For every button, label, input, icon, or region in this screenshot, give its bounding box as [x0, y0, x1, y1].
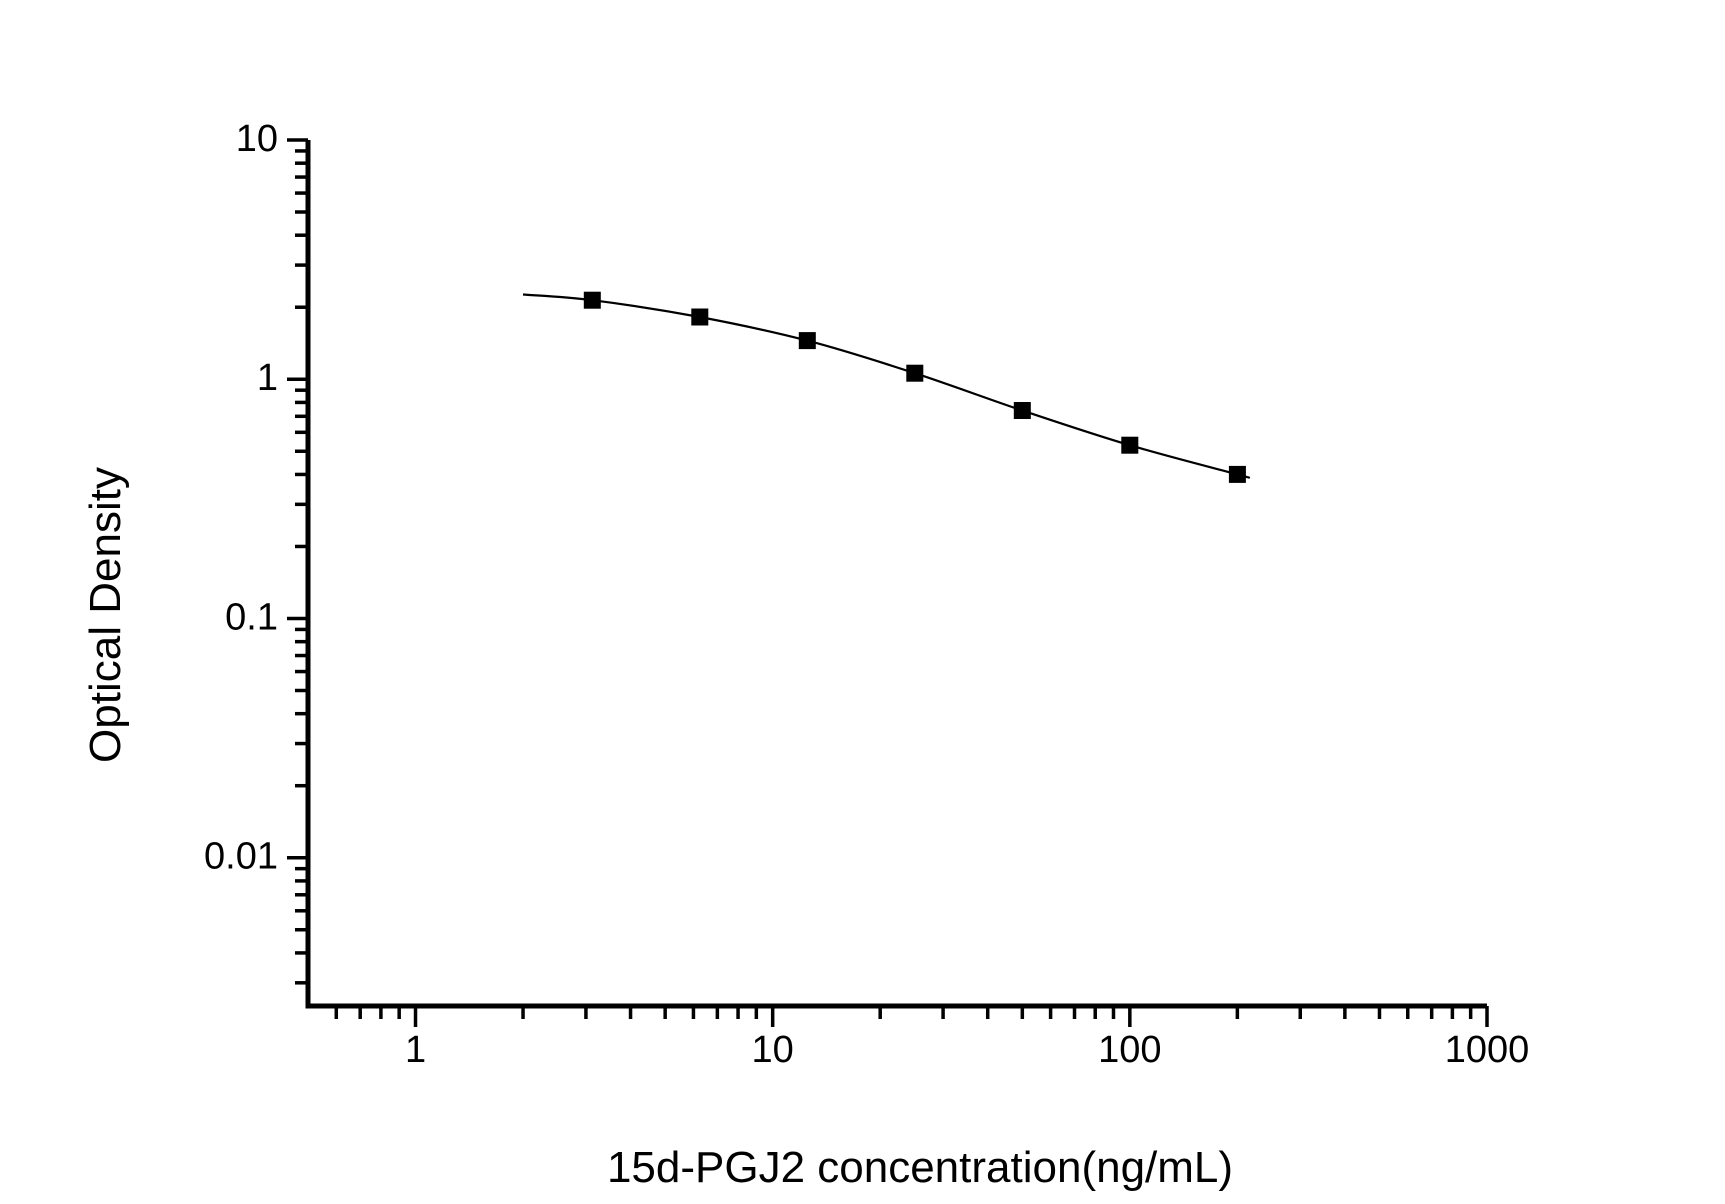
data-point-marker	[1121, 436, 1139, 454]
ticks-layer	[287, 138, 1489, 1027]
y-axis-title: Optical Density	[81, 467, 130, 763]
y-tick-label: 10	[236, 118, 278, 160]
data-point-marker	[1228, 465, 1246, 483]
x-tick-label: 10	[752, 1029, 794, 1071]
data-point-marker	[1013, 402, 1031, 419]
x-tick-label: 100	[1098, 1029, 1161, 1071]
markers-layer	[583, 291, 1246, 483]
x-tick-label: 1	[405, 1029, 426, 1071]
curve-layer	[522, 293, 1251, 479]
x-axis-title: 15d-PGJ2 concentration(ng/mL)	[607, 1143, 1233, 1192]
data-point-marker	[906, 364, 924, 382]
data-point-marker	[691, 308, 709, 326]
fit-curve	[522, 293, 1251, 479]
data-point-marker	[798, 332, 816, 350]
x-tick-label: 1000	[1445, 1029, 1530, 1071]
y-tick-label: 0.01	[204, 836, 278, 878]
axes-layer	[305, 140, 1487, 1009]
y-tick-label: 0.1	[225, 596, 278, 638]
tick-labels-layer: 1 10 100 1000 10 1 0.1 0.01	[204, 118, 1529, 1071]
y-tick-label: 1	[257, 357, 278, 399]
data-point-marker	[583, 291, 601, 309]
axis-lines	[305, 140, 1487, 1009]
